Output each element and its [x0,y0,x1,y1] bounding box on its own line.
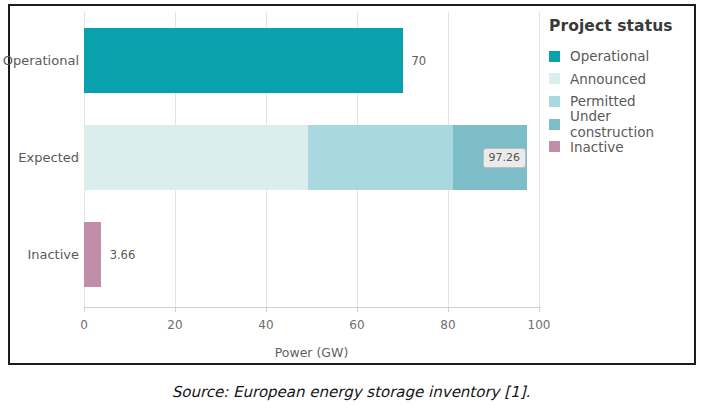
legend-title: Project status [549,17,694,35]
legend-entry-label: Announced [570,71,646,87]
legend-entry-operational: Operational [549,45,694,68]
category-label-expected: Expected [10,125,79,190]
data-label-operational: 70 [412,28,427,93]
x-tick-label: 0 [67,318,101,332]
gridline-100 [539,12,540,307]
legend-swatch-icon [549,141,560,152]
legend-swatch-icon [549,73,560,84]
legend-entry-announced: Announced [549,68,694,91]
category-label-operational: Operational [10,28,79,93]
x-tick-label: 60 [340,318,374,332]
chart-frame: 0 20 40 60 80 100 Power (GW) Operational 70 Expec… [8,4,696,365]
source-caption: Source: European energy storage inventor… [0,383,702,401]
x-tick-label: 80 [431,318,465,332]
data-label-expected: 97.26 [483,148,527,168]
data-label-inactive: 3.66 [110,222,136,287]
legend-swatch-icon [549,51,560,62]
legend-entry-label: Permitted [570,93,636,109]
x-tick-label: 100 [522,318,556,332]
legend-entry-label: Under construction [570,108,694,140]
legend-swatch-icon [549,119,560,130]
bar-segment-operational [84,28,403,93]
legend-swatch-icon [549,96,560,107]
legend-entry-label: Inactive [570,139,624,155]
x-tick-label: 20 [158,318,192,332]
figure: 0 20 40 60 80 100 Power (GW) Operational 70 Expec… [0,0,702,416]
bar-segment-inactive [84,222,101,287]
legend-entry-label: Operational [570,48,649,64]
x-tick-label: 40 [249,318,283,332]
bar-segment-announced [84,125,308,190]
x-axis-title: Power (GW) [84,345,539,360]
x-axis-line [84,307,541,308]
legend-entry-under-construction: Under construction [549,113,694,136]
legend-entries: OperationalAnnouncedPermittedUnder const… [549,45,694,158]
category-label-inactive: Inactive [10,222,79,287]
bar-segment-permitted [308,125,453,190]
legend: Project status Operational Announced Permi… [549,17,694,158]
